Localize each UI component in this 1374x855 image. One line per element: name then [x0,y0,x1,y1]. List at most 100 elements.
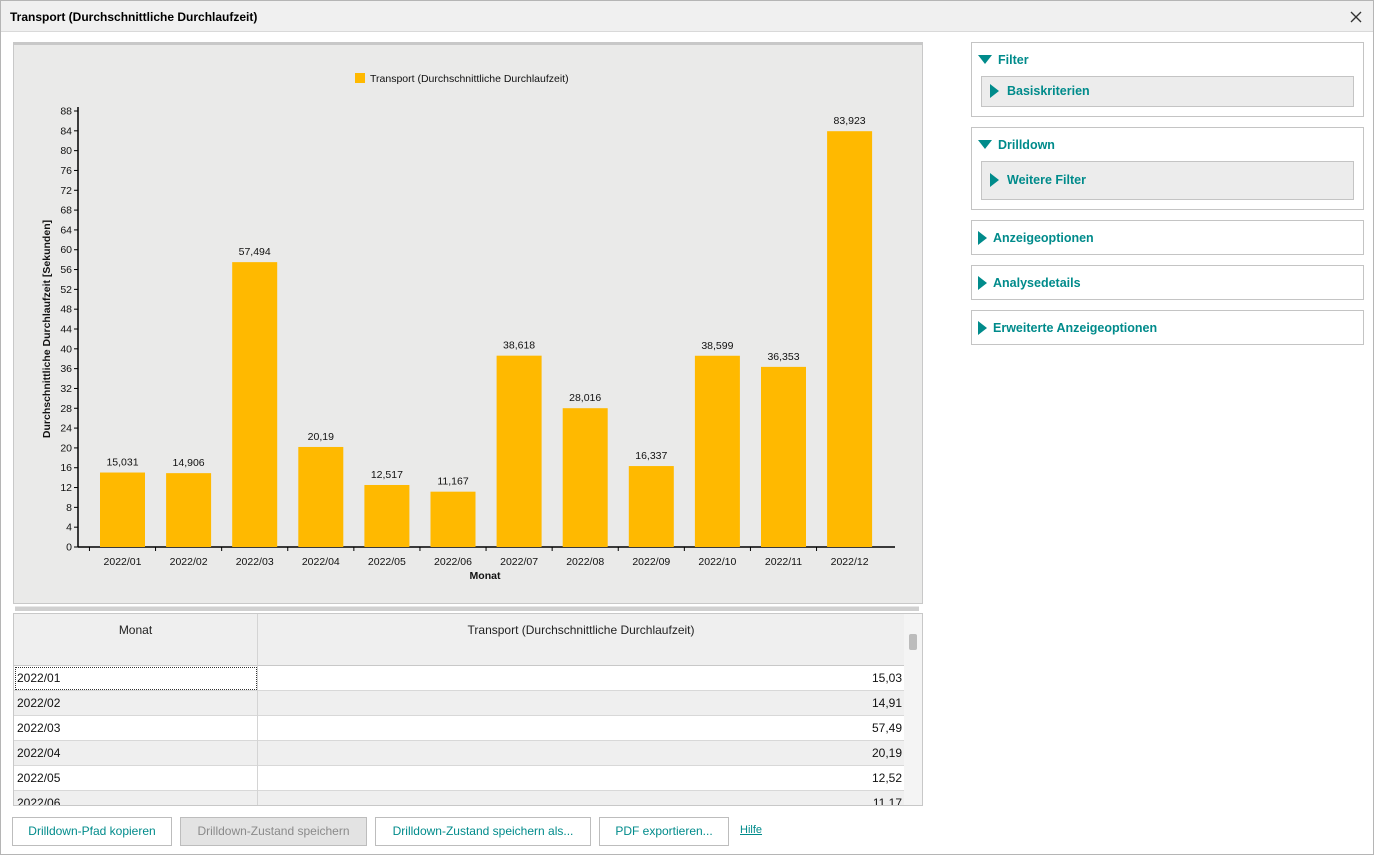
display-options-label: Anzeigeoptionen [993,231,1094,245]
x-tick-label: 2022/07 [500,556,538,568]
advanced-display-options-header[interactable]: Erweiterte Anzeigeoptionen [978,317,1157,339]
legend-label: Transport (Durchschnittliche Durchlaufze… [370,73,569,85]
y-tick-label: 40 [60,343,72,355]
title-bar: Transport (Durchschnittliche Durchlaufze… [1,1,1373,32]
y-tick-label: 4 [66,522,72,534]
analysis-details-header[interactable]: Analysedetails [978,272,1081,294]
table-row[interactable]: 2022/03 57,49 [14,716,904,741]
save-drilldown-state-as-button[interactable]: Drilldown-Zustand speichern als... [375,817,591,846]
data-label: 36,353 [767,351,799,363]
table-row[interactable]: 2022/05 12,52 [14,766,904,791]
close-button[interactable] [1345,6,1367,28]
cell-month[interactable]: 2022/01 [14,666,258,691]
y-tick-label: 24 [60,423,72,435]
splitter-handle[interactable] [15,606,919,611]
cell-value[interactable]: 57,49 [871,721,902,735]
data-label: 28,016 [569,392,601,404]
triangle-right-icon [990,83,999,98]
basic-criteria-section[interactable]: Basiskriterien [981,76,1354,107]
analysis-details-panel: Analysedetails [971,265,1364,300]
triangle-right-icon [978,230,987,245]
display-options-panel: Anzeigeoptionen [971,220,1364,255]
table-row[interactable]: 2022/02 14,91 [14,691,904,716]
filter-header[interactable]: Filter [978,49,1029,71]
bar [628,466,674,547]
x-tick-label: 2022/11 [765,556,802,568]
filter-panel: Filter Basiskriterien [971,42,1364,117]
cell-value[interactable]: 20,19 [871,746,902,760]
table-row[interactable]: 2022/04 20,19 [14,741,904,766]
x-tick-label: 2022/10 [698,556,736,568]
filter-label: Filter [998,53,1029,67]
table-scrollbar[interactable] [904,614,922,805]
drilldown-panel: Drilldown Weitere Filter [971,127,1364,210]
y-tick-label: 88 [60,106,72,118]
bar [364,484,410,547]
advanced-display-options-panel: Erweiterte Anzeigeoptionen [971,310,1364,345]
triangle-down-icon [978,54,992,64]
y-tick-label: 12 [60,482,72,494]
further-filters-section[interactable]: Weitere Filter [981,161,1354,200]
cell-value[interactable]: 12,52 [871,771,902,785]
y-tick-label: 60 [60,244,72,256]
cell-month[interactable]: 2022/04 [14,741,258,766]
drilldown-label: Drilldown [998,138,1055,152]
cell-value[interactable]: 14,91 [871,696,902,710]
bar [827,131,873,547]
data-label: 15,031 [106,457,138,469]
bar-chart: Transport (Durchschnittliche Durchlaufze… [41,73,895,582]
y-tick-label: 36 [60,363,72,375]
cell-month[interactable]: 2022/03 [14,716,258,741]
y-tick-label: 8 [66,502,72,514]
close-icon [1350,11,1362,23]
y-tick-label: 32 [60,383,72,395]
help-link[interactable]: Hilfe [740,824,763,836]
cell-value[interactable]: 11,17 [872,796,902,806]
cell-month[interactable]: 2022/05 [14,766,258,791]
analysis-details-label: Analysedetails [993,276,1081,290]
y-tick-label: 68 [60,205,72,217]
window-title: Transport (Durchschnittliche Durchlaufze… [10,10,258,24]
bar [761,366,806,547]
column-header-value[interactable]: Transport (Durchschnittliche Durchlaufze… [467,623,695,637]
data-label: 38,618 [503,340,535,352]
scrollbar-thumb[interactable] [909,634,917,650]
y-axis-label: Durchschnittliche Durchlaufzeit [Sekunde… [41,220,53,438]
x-tick-label: 2022/02 [170,556,208,568]
table-row[interactable]: 2022/06 11,17 [14,791,904,806]
y-tick-label: 84 [60,125,72,137]
table-body: 2022/01 15,03 2022/02 14,91 2022/03 57,4… [14,666,904,806]
triangle-right-icon [978,275,987,290]
cell-month[interactable]: 2022/06 [14,791,258,805]
y-tick-label: 76 [60,165,72,177]
y-tick-label: 56 [60,264,72,276]
cell-month[interactable]: 2022/02 [14,691,258,716]
legend-swatch [355,73,365,83]
chart-panel: Transport (Durchschnittliche Durchlaufze… [13,42,923,604]
table-header: Monat Transport (Durchschnittliche Durch… [14,614,904,666]
bar [496,355,542,547]
data-table: Monat Transport (Durchschnittliche Durch… [13,613,923,806]
column-header-month[interactable]: Monat [14,614,258,666]
save-drilldown-state-button[interactable]: Drilldown-Zustand speichern [180,817,367,846]
export-pdf-button[interactable]: PDF exportieren... [599,817,729,846]
x-tick-label: 2022/05 [368,556,406,568]
data-label: 20,19 [308,431,334,443]
copy-drilldown-path-button[interactable]: Drilldown-Pfad kopieren [12,817,172,846]
y-tick-label: 72 [60,185,72,197]
y-tick-label: 80 [60,145,72,157]
x-tick-label: 2022/08 [566,556,604,568]
advanced-display-options-label: Erweiterte Anzeigeoptionen [993,321,1158,335]
data-label: 16,337 [635,450,667,462]
data-label: 11,167 [437,476,468,488]
bar [166,473,212,547]
table-row[interactable]: 2022/01 15,03 [14,666,904,691]
display-options-header[interactable]: Anzeigeoptionen [978,227,1094,249]
data-label: 12,517 [371,469,403,481]
x-axis-label: Monat [470,570,501,582]
triangle-right-icon [978,320,987,335]
y-tick-label: 52 [60,284,72,296]
drilldown-header[interactable]: Drilldown [978,134,1055,156]
cell-value[interactable]: 15,03 [871,671,902,685]
